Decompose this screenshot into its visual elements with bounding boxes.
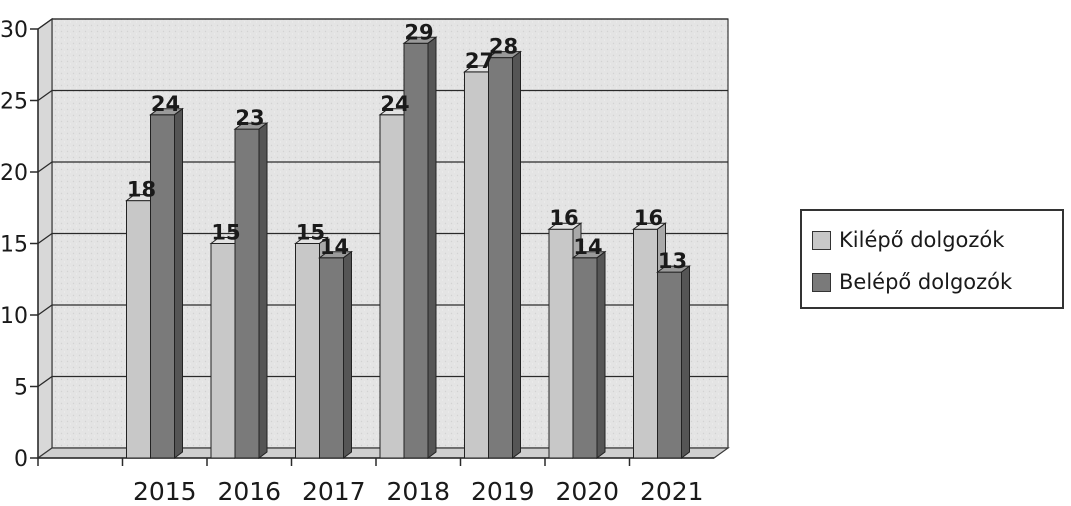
y-tick-label: 10: [0, 304, 28, 329]
x-tick-label: 2017: [302, 477, 366, 502]
data-label: 14: [320, 235, 349, 259]
y-tick-label: 20: [0, 161, 28, 186]
bar: [403, 42, 429, 459]
data-label: 14: [573, 235, 602, 259]
bar: [633, 228, 658, 459]
x-tick-label: 2015: [133, 477, 197, 502]
bar: [572, 257, 598, 459]
bar: [234, 128, 260, 459]
gridline-side: [37, 18, 53, 30]
legend-label: Belépő dolgozók: [839, 270, 1013, 294]
x-axis-tick-labels: 2015 2016 2017 2018 2019 2020 2021: [133, 477, 704, 506]
legend-swatch: [812, 230, 831, 250]
bar-side-face: [596, 250, 606, 459]
y-tick-label: 0: [14, 447, 28, 472]
bar: [126, 200, 151, 459]
bar-side-face: [174, 107, 183, 459]
legend-item-series-2: Belépő dolgozók: [812, 261, 1052, 303]
data-label: 18: [127, 178, 156, 202]
y-tick-label: 30: [0, 18, 28, 43]
data-label: 24: [151, 92, 180, 116]
data-label: 27: [465, 49, 494, 73]
data-label: 15: [296, 221, 325, 245]
y-axis-tick-labels: 0 5 10 15 20 25 30: [0, 18, 28, 472]
x-tick-label: 2016: [217, 477, 281, 502]
data-label: 23: [235, 106, 264, 130]
data-label: 15: [211, 221, 240, 245]
legend-label: Kilépő dolgozók: [839, 228, 1005, 252]
data-label: 29: [404, 20, 433, 44]
bar: [379, 114, 405, 459]
bar-side-face: [512, 50, 521, 459]
bar: [464, 71, 489, 459]
legend-swatch: [812, 272, 831, 292]
bar-side-face: [681, 265, 690, 459]
x-tick-label: 2021: [640, 477, 704, 502]
gridline-side: [37, 89, 53, 102]
bar: [548, 228, 574, 459]
bar: [210, 243, 236, 459]
data-label: 13: [658, 249, 687, 273]
bars: [125, 36, 691, 459]
bar-side-face: [427, 36, 437, 459]
data-label: 28: [489, 35, 518, 59]
gridline-side: [37, 304, 53, 316]
bar: [488, 57, 513, 459]
gridline-side: [37, 161, 53, 173]
y-tick-label: 15: [0, 233, 28, 258]
x-tick-label: 2018: [386, 477, 450, 502]
x-tick-label: 2019: [471, 477, 535, 502]
data-label: 24: [380, 92, 409, 116]
bar: [295, 243, 320, 459]
y-tick-label: 25: [0, 90, 28, 115]
gridline-side: [37, 232, 53, 245]
data-label: 16: [634, 206, 663, 230]
chart-legend: Kilépő dolgozók Belépő dolgozók: [800, 209, 1064, 309]
y-tick-label: 5: [14, 376, 28, 401]
bar: [150, 114, 175, 459]
legend-item-series-1: Kilépő dolgozók: [812, 219, 1052, 261]
gridline-side: [37, 375, 53, 388]
bar: [657, 271, 682, 459]
bar: [319, 257, 344, 459]
data-label: 16: [549, 206, 578, 230]
x-tick-label: 2020: [555, 477, 619, 502]
bar-side-face: [258, 122, 268, 459]
bar-side-face: [343, 250, 352, 459]
